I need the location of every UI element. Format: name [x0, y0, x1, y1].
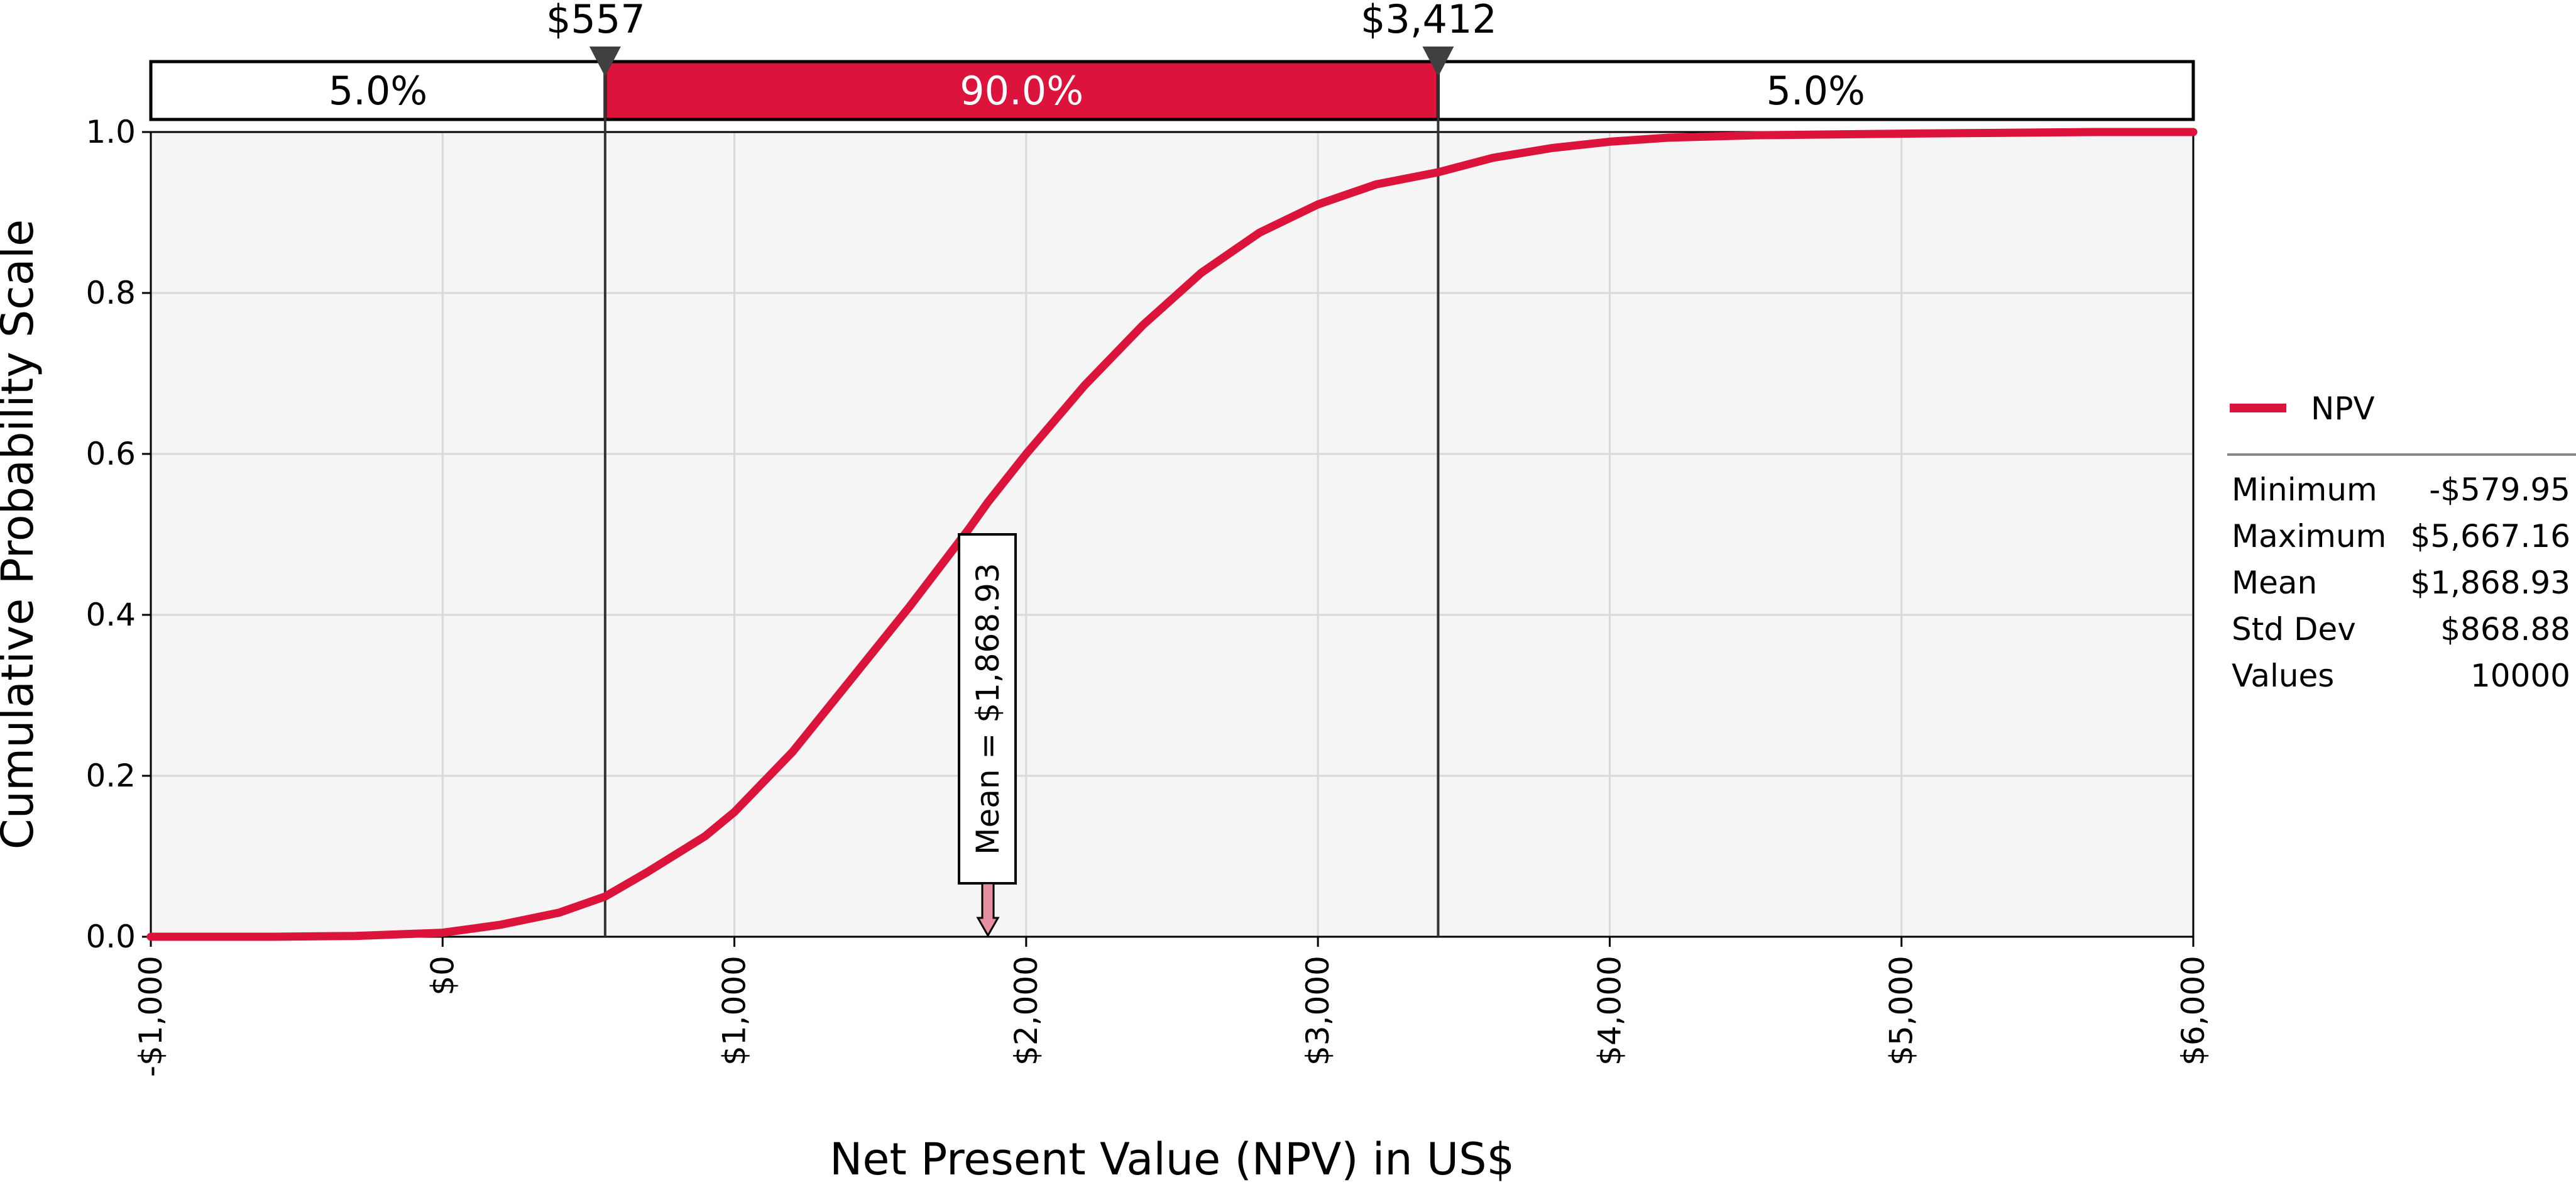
stats-label: Std Dev [2232, 611, 2356, 648]
right-delimiter-value: $3,412 [1361, 0, 1497, 42]
left-delimiter-value: $557 [546, 0, 645, 42]
grid-lines [151, 132, 2193, 937]
stats-value: $5,667.16 [2411, 518, 2570, 555]
y-tick-label: 0.6 [85, 436, 136, 472]
stats-value: -$579.95 [2429, 472, 2570, 508]
plot-background [151, 132, 2193, 937]
band-middle-segment [603, 60, 1440, 121]
x-tick-label: $2,000 [1008, 956, 1044, 1066]
right-delimiter-handle-icon[interactable] [1422, 47, 1454, 77]
stats-label: Maximum [2232, 518, 2386, 555]
npv-cumulative-line [146, 128, 2198, 941]
x-tick-label: $4,000 [1591, 956, 1628, 1066]
y-tick-label: 1.0 [85, 114, 136, 150]
stats-label: Minimum [2232, 472, 2377, 508]
x-axis: -$1,000 $0 $1,000 $2,000 $3,000 $4,000 $5,000 $… [133, 937, 2212, 1077]
y-tick-label: 0.2 [85, 758, 136, 794]
mean-label-box [958, 533, 1017, 885]
legend-label-npv: NPV [2311, 390, 2375, 427]
x-tick-label: $1,000 [716, 956, 753, 1066]
mean-label: Mean = $1,868.93 [970, 563, 1006, 854]
stats-value: $1,868.93 [2411, 565, 2570, 601]
x-tick-label: $5,000 [1883, 956, 1920, 1066]
stats-value: 10000 [2470, 658, 2570, 694]
mean-marker: Mean = $1,868.93 [958, 533, 1017, 938]
x-axis-title: Net Present Value (NPV) in US$ [830, 1134, 1515, 1185]
x-tick-label: $0 [424, 956, 461, 996]
stats-value: $868.88 [2440, 611, 2570, 648]
stats-label: Values [2232, 658, 2334, 694]
legend: NPV [2227, 390, 2576, 456]
y-axis-title: Cumulative Probability Scale [0, 219, 43, 849]
band-left-percent: 5.0% [329, 68, 428, 114]
x-tick-label: $3,000 [1300, 956, 1336, 1066]
delimiter-band: 5.0% 90.0% 5.0% [149, 60, 2195, 121]
x-tick-label: $6,000 [2175, 956, 2212, 1066]
band-right-percent: 5.0% [1766, 68, 1865, 114]
y-axis: 0.0 0.2 0.4 0.6 0.8 1.0 [85, 114, 151, 955]
plot-frame [150, 131, 2195, 938]
statistics-table: Minimum -$579.95 Maximum $5,667.16 Mean $1,86… [2232, 472, 2570, 694]
y-tick-label: 0.8 [85, 275, 136, 311]
stats-label: Mean [2232, 565, 2317, 601]
mean-arrow-icon [976, 882, 1000, 938]
y-tick-label: 0.4 [85, 597, 136, 633]
x-tick-label: -$1,000 [133, 956, 169, 1077]
band-middle-percent: 90.0% [960, 68, 1083, 114]
left-delimiter-handle-icon[interactable] [589, 47, 621, 77]
band-right-segment [1436, 60, 2195, 121]
y-tick-label: 0.0 [85, 919, 136, 955]
